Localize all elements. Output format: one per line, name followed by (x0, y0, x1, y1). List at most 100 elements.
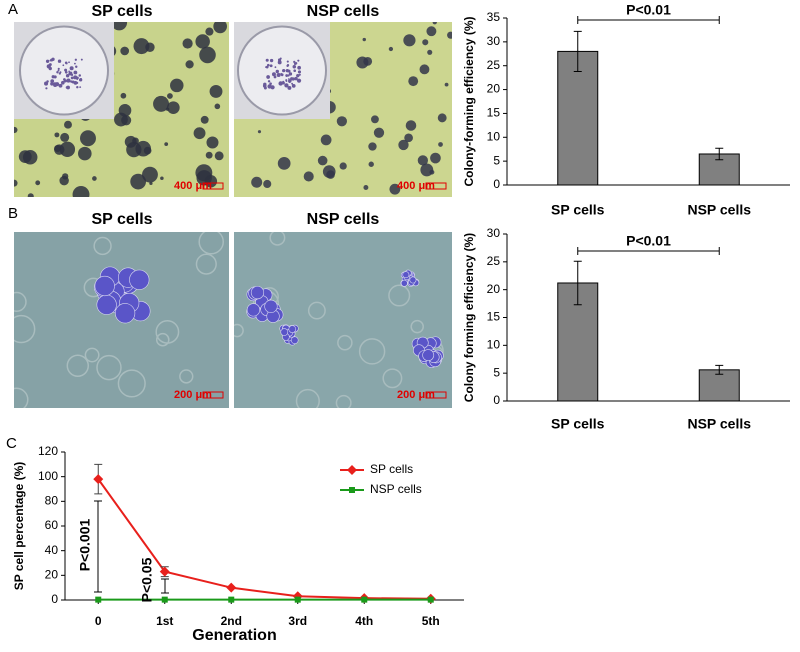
cell-shadow (14, 291, 27, 312)
x-tick-label: SP cells (551, 202, 605, 218)
x-tick-label: 2nd (221, 614, 242, 628)
y-tick-label: 25 (487, 58, 501, 72)
cell-shadow (179, 369, 194, 384)
cell (246, 303, 261, 317)
colony (427, 49, 433, 55)
dish-colony (296, 78, 302, 83)
colony (326, 170, 335, 179)
dish-colony (79, 78, 83, 81)
colony (429, 169, 435, 175)
annotation: P<0.01 (626, 2, 671, 18)
panel-label: C (6, 435, 17, 452)
y-tick-label: 20 (487, 82, 501, 96)
colony (135, 140, 152, 157)
colony (209, 84, 223, 98)
colony (257, 130, 262, 134)
dish-colony (65, 62, 68, 65)
cells (234, 232, 444, 408)
colony (195, 34, 210, 49)
dish-colony (271, 72, 276, 77)
dish-colony (50, 82, 54, 86)
colony (206, 136, 219, 149)
dish-colony (298, 73, 301, 76)
dish-colony (292, 65, 297, 69)
dish-colony (76, 81, 79, 84)
colony (214, 103, 221, 110)
dish-colony (297, 70, 302, 74)
cell (409, 276, 417, 284)
legend-label: SP cells (370, 462, 413, 476)
annotation: P<0.05 (139, 557, 155, 602)
colony (167, 93, 173, 99)
dish-colony (76, 78, 79, 80)
dish-colony (286, 64, 289, 67)
colony (438, 142, 443, 147)
dish-colony (280, 72, 283, 75)
dish-colony (291, 82, 294, 85)
significance-bracket (577, 16, 720, 24)
panel-label: B (8, 205, 18, 222)
colony (368, 142, 377, 151)
dish-colony (48, 66, 52, 71)
significance-bracket (94, 500, 102, 593)
colony (371, 115, 379, 124)
dish-colony (279, 57, 282, 60)
dish-colony (73, 75, 78, 80)
dish-colony (75, 65, 78, 68)
bar (557, 50, 599, 186)
legend-label: NSP cells (370, 482, 422, 496)
colony (373, 127, 385, 138)
scale-bar (425, 182, 447, 190)
colony (120, 46, 130, 56)
colony (72, 186, 90, 197)
dish-colony (286, 60, 289, 63)
cell-shadow (234, 323, 244, 338)
cell (422, 349, 435, 362)
colony (182, 38, 193, 49)
colony (389, 183, 401, 195)
dish-colony (282, 81, 285, 85)
colony (160, 176, 164, 181)
cell-shadow (195, 253, 217, 275)
y-tick-label: 10 (487, 338, 501, 352)
y-tick-label: 35 (487, 10, 501, 24)
colony (200, 115, 209, 124)
y-axis-label: Colony-forming efficiency (%) (462, 16, 476, 186)
dish-colony (273, 75, 277, 79)
x-tick-label: 0 (95, 614, 102, 628)
colony (426, 26, 437, 37)
colony (193, 127, 206, 140)
colony (362, 37, 366, 42)
colony (167, 101, 180, 114)
cell-shadow (337, 334, 353, 351)
colony (214, 151, 224, 161)
y-tick-label: 20 (487, 282, 501, 296)
dish-colony (282, 68, 286, 73)
colony (27, 193, 34, 197)
dish-colony (275, 69, 279, 74)
colony (317, 155, 328, 166)
cell-shadow (66, 354, 90, 377)
x-tick-label: SP cells (551, 416, 605, 432)
dish-colony (64, 70, 68, 74)
scale-label: 400 μm (397, 180, 435, 192)
dish-colony (293, 62, 297, 66)
marker (427, 596, 434, 603)
x-tick-label: 3rd (288, 614, 307, 628)
dish-colony (297, 59, 300, 62)
legend-marker (349, 487, 355, 493)
scale-bar (202, 391, 224, 399)
marker (226, 582, 237, 593)
cell-shadow (358, 338, 386, 365)
dish-colony (79, 86, 82, 89)
image-title: NSP cells (307, 211, 380, 228)
cell-shadow (93, 236, 112, 256)
colony (14, 179, 18, 187)
cell-shadow (117, 369, 146, 398)
colony (408, 76, 419, 87)
dish-colony (48, 63, 52, 66)
y-tick-label: 60 (45, 518, 59, 532)
y-tick-label: 10 (487, 129, 501, 143)
cell (115, 303, 136, 324)
